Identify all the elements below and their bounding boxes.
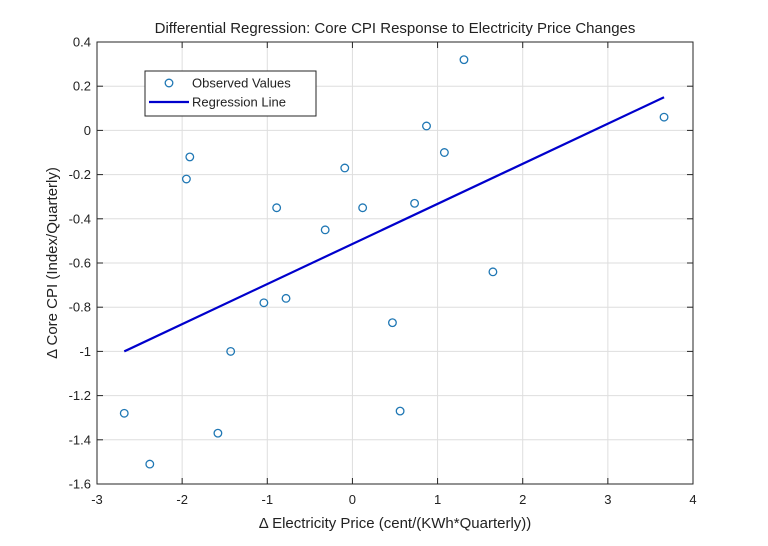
regression-line [123, 96, 665, 353]
x-tick-label: 4 [689, 492, 696, 507]
y-tick-label: -0.2 [69, 167, 91, 182]
points-layer [119, 55, 669, 469]
y-tick-label: 0 [84, 123, 91, 138]
data-point [226, 346, 236, 356]
y-tick-label: -1 [79, 344, 91, 359]
legend-box [144, 70, 317, 117]
x-tick-label: -3 [91, 492, 103, 507]
x-tick-label: -2 [176, 492, 188, 507]
data-point [145, 459, 155, 469]
y-tick-label: 0.2 [73, 79, 91, 94]
x-tick-label: 0 [349, 492, 356, 507]
regression-layer [123, 96, 665, 353]
x-tick-label: 3 [604, 492, 611, 507]
x-axis-label: Δ Electricity Price (cent/(KWh*Quarterly… [259, 515, 532, 532]
tick-layer: -3 -2 -1 0 1 2 3 4 -1.6 -1.4 -1.2 -1 -0.8 -0.6 -0.4 -0.… [69, 35, 697, 508]
data-point [259, 298, 269, 308]
data-point [213, 428, 223, 438]
y-tick-label: 0.4 [73, 35, 91, 50]
y-axis-label: Δ Core CPI (Index/Quarterly) [44, 167, 61, 359]
y-tick-label: -0.8 [69, 300, 91, 315]
data-point [358, 203, 368, 213]
data-point [272, 203, 282, 213]
data-point [185, 152, 195, 162]
y-tick-label: -1.6 [69, 477, 91, 492]
x-tick-label: 2 [519, 492, 526, 507]
data-point [181, 174, 191, 184]
y-tick-label: -1.2 [69, 388, 91, 403]
legend-label-regression: Regression Line [192, 95, 286, 110]
x-tick-label: -1 [262, 492, 274, 507]
x-tick-label: 1 [434, 492, 441, 507]
data-point [281, 293, 291, 303]
data-point [395, 406, 405, 416]
data-point [340, 163, 350, 173]
y-tick-label: -0.6 [69, 256, 91, 271]
y-tick-label: -1.4 [69, 432, 91, 447]
data-point [659, 112, 669, 122]
data-point [422, 121, 431, 131]
legend-label-observed: Observed Values [192, 76, 291, 91]
data-point [439, 148, 449, 157]
data-point [119, 408, 129, 418]
data-point [459, 55, 469, 65]
data-point [488, 267, 498, 277]
legend: Observed Values Regression Line [144, 70, 317, 117]
y-tick-label: -0.4 [69, 211, 91, 226]
legend-marker-observed [164, 78, 174, 88]
chart-title: Differential Regression: Core CPI Respon… [155, 20, 636, 37]
data-point [410, 198, 420, 208]
data-point [320, 225, 330, 235]
grid-layer [96, 41, 694, 485]
data-point [387, 318, 397, 328]
